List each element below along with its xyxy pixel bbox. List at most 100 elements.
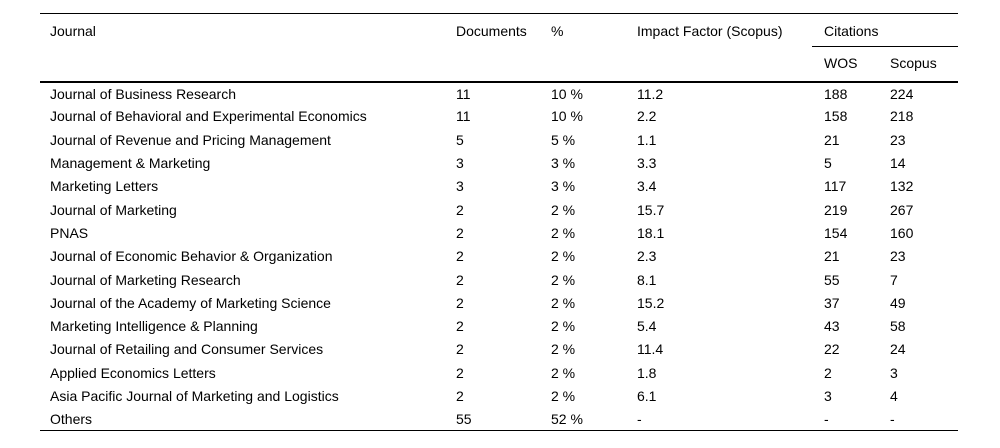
cell-journal: Marketing Intelligence & Planning xyxy=(50,318,258,335)
cell-impact-factor: - xyxy=(637,407,812,432)
cell-impact-factor: 3.4 xyxy=(637,178,657,195)
cell-percent: 2 % xyxy=(551,294,576,311)
table-row: Marketing Intelligence & Planning 2 2 % 5.4… xyxy=(40,314,958,337)
table-header: Journal Documents % Impact Factor (Scopu… xyxy=(40,13,958,82)
cell-percent: 10 % xyxy=(551,108,583,125)
cell-wos: 21 xyxy=(824,131,840,148)
table-row: Applied Economics Letters 2 2 % 1.8 2 3 xyxy=(40,361,958,384)
cell-scopus: 3 xyxy=(890,364,898,381)
cell-scopus: 4 xyxy=(890,388,898,404)
cell-documents: 55 xyxy=(456,407,551,432)
cell-percent: 3 % xyxy=(551,178,576,195)
table-row: Journal of Economic Behavior & Organizat… xyxy=(40,245,958,268)
table-row: PNAS 2 2 % 18.1 154 160 xyxy=(40,221,958,244)
cell-scopus: 7 xyxy=(890,271,898,288)
cell-documents: 3 xyxy=(456,155,464,172)
cell-impact-factor: 2.3 xyxy=(637,248,657,265)
cell-impact-factor: 11.4 xyxy=(637,341,664,358)
cell-documents: 2 xyxy=(456,341,464,358)
cell-scopus: 23 xyxy=(890,131,906,148)
cell-wos: 158 xyxy=(824,108,848,125)
cell-journal: Journal of Business Research xyxy=(40,80,456,105)
cell-scopus: 132 xyxy=(890,178,914,195)
cell-scopus: 14 xyxy=(890,155,906,172)
cell-wos: - xyxy=(812,407,890,432)
cell-journal: Journal of Economic Behavior & Organizat… xyxy=(50,248,333,265)
cell-percent: 2 % xyxy=(551,271,576,288)
cell-wos: 22 xyxy=(824,341,840,358)
cell-journal: Management & Marketing xyxy=(50,155,211,172)
cell-journal: Journal of Retailing and Consumer Servic… xyxy=(50,341,324,358)
cell-wos: 21 xyxy=(824,248,840,265)
table-row: Others 55 52 % - - - xyxy=(40,407,958,432)
table-row: Journal of Behavioral and Experimental E… xyxy=(40,105,958,128)
column-header-journal: Journal xyxy=(50,23,96,39)
cell-scopus: - xyxy=(890,407,958,432)
cell-wos: 154 xyxy=(824,224,848,241)
cell-journal: Journal of Marketing xyxy=(50,201,177,218)
cell-scopus: 23 xyxy=(890,248,906,265)
cell-documents: 2 xyxy=(456,388,464,404)
cell-documents: 11 xyxy=(456,80,551,105)
cell-documents: 2 xyxy=(456,224,464,241)
cell-wos: 219 xyxy=(824,201,848,218)
cell-journal: Asia Pacific Journal of Marketing and Lo… xyxy=(50,388,339,404)
table-row: Marketing Letters 3 3 % 3.4 117 132 xyxy=(40,175,958,198)
cell-wos: 117 xyxy=(824,178,847,195)
table-row: Journal of Business Research 11 10 % 11.2 18… xyxy=(40,80,958,105)
cell-percent: 10 % xyxy=(551,80,637,105)
cell-percent: 2 % xyxy=(551,318,576,335)
cell-wos: 5 xyxy=(824,155,832,172)
cell-impact-factor: 2.2 xyxy=(637,108,657,125)
table-row: Asia Pacific Journal of Marketing and Lo… xyxy=(40,384,958,407)
table-body: Journal of Business Research 11 10 % 11.2 18… xyxy=(40,80,958,432)
cell-impact-factor: 15.7 xyxy=(637,201,665,218)
journals-summary-table: Journal Documents % Impact Factor (Scopu… xyxy=(40,13,958,432)
table-row: Journal of Marketing 2 2 % 15.7 219 267 xyxy=(40,198,958,221)
cell-percent: 2 % xyxy=(551,388,576,404)
header-row-citations-sub: WOS Scopus xyxy=(40,47,958,82)
cell-scopus: 160 xyxy=(890,224,914,241)
cell-impact-factor: 8.1 xyxy=(637,271,657,288)
cell-impact-factor: 1.8 xyxy=(637,364,657,381)
cell-percent: 2 % xyxy=(551,341,576,358)
cell-journal: Journal of Revenue and Pricing Managemen… xyxy=(50,131,331,148)
cell-impact-factor: 18.1 xyxy=(637,224,665,241)
cell-scopus: 49 xyxy=(890,294,906,311)
table-row: Journal of Marketing Research 2 2 % 8.1 55 7 xyxy=(40,268,958,291)
cell-percent: 5 % xyxy=(551,131,576,148)
cell-scopus: 224 xyxy=(890,80,958,105)
cell-documents: 11 xyxy=(456,108,471,125)
cell-journal: Journal of the Academy of Marketing Scie… xyxy=(50,294,331,311)
cell-impact-factor: 11.2 xyxy=(637,80,812,105)
journals-table: Journal Documents % Impact Factor (Scopu… xyxy=(40,13,958,432)
cell-wos: 188 xyxy=(812,80,890,105)
cell-wos: 3 xyxy=(824,388,832,404)
column-header-citations: Citations xyxy=(812,13,958,47)
cell-percent: 2 % xyxy=(551,224,576,241)
cell-scopus: 24 xyxy=(890,341,906,358)
cell-wos: 55 xyxy=(824,271,840,288)
cell-documents: 2 xyxy=(456,364,464,381)
table-row: Journal of the Academy of Marketing Scie… xyxy=(40,291,958,314)
cell-journal: Journal of Behavioral and Experimental E… xyxy=(50,108,367,125)
cell-journal: Applied Economics Letters xyxy=(50,364,216,381)
cell-scopus: 267 xyxy=(890,201,914,218)
cell-impact-factor: 3.3 xyxy=(637,155,657,172)
column-header-impact-factor: Impact Factor (Scopus) xyxy=(637,23,783,39)
table-row: Journal of Revenue and Pricing Managemen… xyxy=(40,128,958,151)
cell-documents: 2 xyxy=(456,318,464,335)
cell-percent: 2 % xyxy=(551,248,576,265)
cell-scopus: 218 xyxy=(890,108,914,125)
table-row: Journal of Retailing and Consumer Servic… xyxy=(40,338,958,361)
cell-documents: 3 xyxy=(456,178,464,195)
cell-journal: Others xyxy=(40,407,456,432)
cell-wos: 2 xyxy=(824,364,832,381)
cell-scopus: 58 xyxy=(890,318,906,335)
column-header-scopus: Scopus xyxy=(890,55,937,71)
table-row: Management & Marketing 3 3 % 3.3 5 14 xyxy=(40,151,958,174)
cell-wos: 37 xyxy=(824,294,840,311)
cell-percent: 2 % xyxy=(551,364,576,381)
cell-journal: Journal of Marketing Research xyxy=(50,271,241,288)
cell-documents: 2 xyxy=(456,271,464,288)
